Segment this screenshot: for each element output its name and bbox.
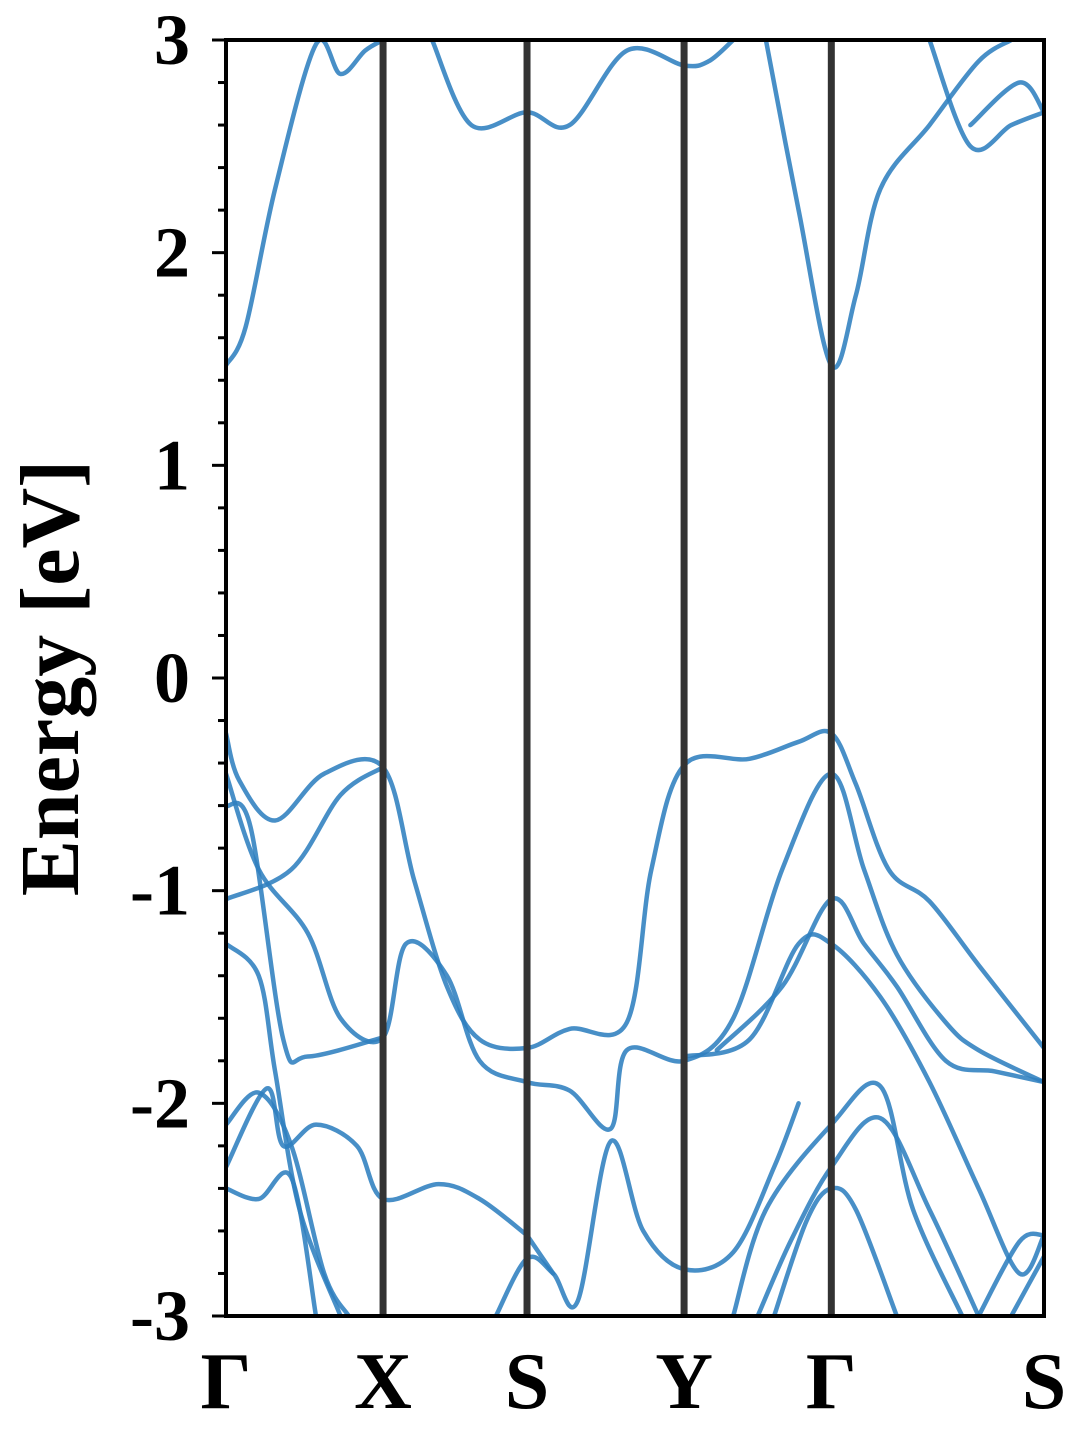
y-tick-label: 2 <box>154 213 190 293</box>
band-line <box>771 1185 900 1316</box>
band-line <box>763 40 1014 370</box>
band-line <box>226 941 343 1316</box>
band-line <box>226 771 1044 1132</box>
band-line <box>755 1115 981 1316</box>
y-tick-label: -2 <box>130 1063 190 1143</box>
y-tick-label: -3 <box>130 1276 190 1356</box>
band-line <box>1009 1254 1044 1316</box>
x-tick-label: Γ <box>806 1338 857 1426</box>
band-line <box>226 40 386 368</box>
y-tick-label: 0 <box>154 638 190 718</box>
x-tick-label: S <box>1022 1338 1067 1426</box>
band-line <box>226 728 1044 1052</box>
x-tick-label: Y <box>655 1338 713 1426</box>
x-tick-label: X <box>354 1338 412 1426</box>
y-tick-label: 1 <box>154 425 190 505</box>
y-tick-label: 3 <box>154 0 190 80</box>
band-line <box>524 1232 556 1276</box>
band-line <box>927 40 1044 153</box>
band-line <box>968 80 1044 128</box>
band-line <box>226 1170 319 1316</box>
band-line <box>226 765 386 902</box>
y-axis-label: Energy [eV] <box>4 460 97 896</box>
band-line <box>976 1231 1044 1316</box>
band-line <box>226 800 386 1065</box>
band-line <box>730 1080 965 1316</box>
band-line <box>681 932 1044 1277</box>
band-line <box>226 1086 530 1238</box>
bands <box>226 40 1044 1316</box>
x-tick-label: Γ <box>201 1338 252 1426</box>
y-tick-label: -1 <box>130 851 190 931</box>
plot-frame <box>224 38 1046 1318</box>
band-line <box>429 40 736 131</box>
band-line <box>493 1101 801 1316</box>
band-line <box>226 1090 351 1316</box>
y-ticks: -3 -2 -1 0 1 2 3 <box>130 0 226 1356</box>
band-line <box>714 896 1044 1085</box>
x-tick-label: S <box>505 1338 550 1426</box>
high-symmetry-lines <box>379 40 835 1316</box>
